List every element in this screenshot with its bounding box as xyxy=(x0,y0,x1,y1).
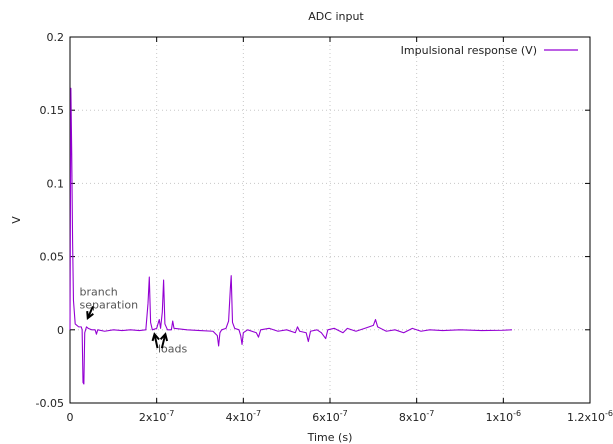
annotation-text: branch separation xyxy=(80,285,139,311)
y-tick-label: 0.1 xyxy=(47,177,65,190)
chart-title: ADC input xyxy=(308,10,364,23)
x-tick-label: 2x10-7 xyxy=(139,409,175,424)
y-tick-label: 0.15 xyxy=(40,104,65,117)
legend-label: Impulsional response (V) xyxy=(401,44,537,57)
arrow-shaft xyxy=(153,333,159,349)
arrow-head xyxy=(159,332,169,342)
x-tick-label: 1.2x10-6 xyxy=(567,409,613,424)
plot-frame xyxy=(69,36,591,404)
arrow-shaft xyxy=(160,333,167,349)
x-tick-label: 1x10-6 xyxy=(486,409,522,424)
series-layer xyxy=(69,87,513,385)
legend: Impulsional response (V) xyxy=(401,44,578,57)
x-axis-title: Time (s) xyxy=(307,431,353,444)
annotation-text: loads xyxy=(158,342,188,355)
series-line xyxy=(69,87,513,385)
x-tick-label: 8x10-7 xyxy=(399,409,435,424)
y-tick-label: -0.05 xyxy=(36,397,64,410)
x-tick-label: 4x10-7 xyxy=(226,409,261,424)
grid-lines xyxy=(70,37,590,403)
x-tick-label: 6x10-7 xyxy=(312,409,348,424)
x-tick-label: 0 xyxy=(67,411,74,424)
y-tick-label: 0.05 xyxy=(40,251,65,264)
arrow-shaft xyxy=(86,305,94,319)
arrow-head xyxy=(86,311,94,320)
y-axis-title: V xyxy=(10,216,23,224)
annotations: branch separation loads xyxy=(80,285,188,355)
arrow-head xyxy=(151,332,160,342)
y-tick-label: 0.2 xyxy=(47,31,65,44)
y-tick-label: 0 xyxy=(57,324,64,337)
